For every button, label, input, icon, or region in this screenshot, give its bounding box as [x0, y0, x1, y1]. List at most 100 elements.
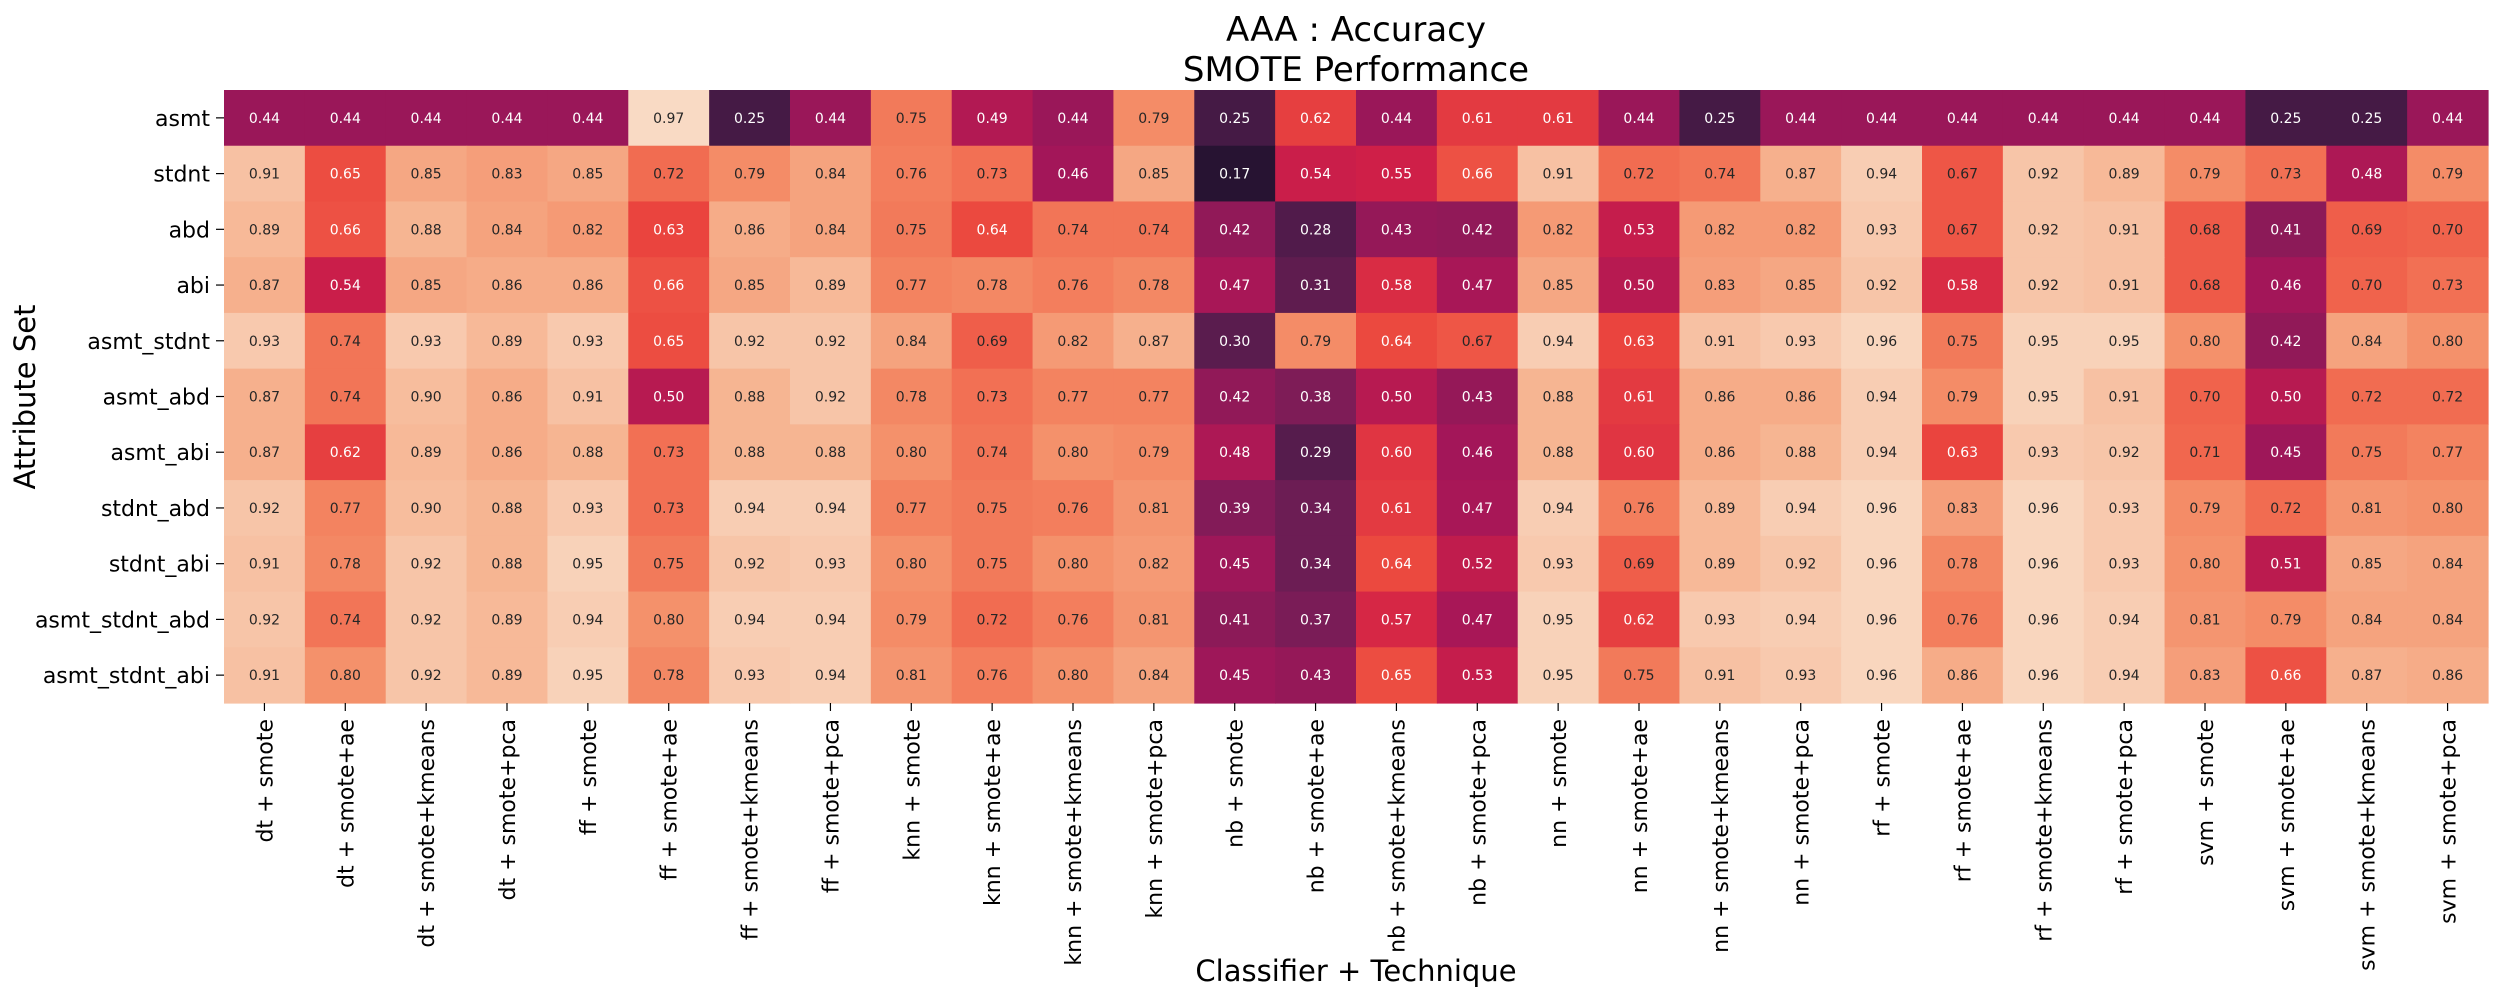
heatmap-cell [1032, 90, 1115, 147]
heatmap-cell [2407, 535, 2489, 593]
heatmap-cell [547, 647, 629, 704]
heatmap-cell [1032, 535, 1115, 593]
cell-value-label: 0.88 [1543, 445, 1574, 461]
cell-value-label: 0.79 [1138, 111, 1169, 127]
cell-value-label: 0.84 [1138, 668, 1169, 684]
heatmap-cell [2083, 312, 2166, 370]
cell-value-label: 0.79 [1138, 445, 1169, 461]
cell-value-label: 0.83 [2189, 668, 2220, 684]
heatmap-cell [2002, 591, 2085, 648]
cell-value-label: 0.75 [977, 557, 1008, 573]
cell-value-label: 0.93 [411, 334, 442, 350]
cell-value-label: 0.76 [1057, 612, 1088, 628]
heatmap-cell [709, 90, 791, 147]
cell-value-label: 0.84 [2351, 334, 2382, 350]
heatmap-cell [2245, 257, 2327, 314]
heatmap-cell [1679, 591, 1761, 648]
cell-value-label: 0.92 [2109, 445, 2140, 461]
heatmap-cell [385, 145, 468, 203]
cell-value-label: 0.93 [1543, 557, 1574, 573]
cell-value-label: 0.78 [896, 390, 927, 406]
heatmap-cell [1841, 647, 1923, 704]
heatmap-cell [1598, 90, 1681, 147]
heatmap-cell [2002, 90, 2085, 147]
heatmap-cell [1517, 480, 1600, 537]
cell-value-label: 0.80 [653, 612, 684, 628]
cell-value-label: 0.66 [330, 222, 361, 238]
cell-value-label: 0.51 [2270, 557, 2301, 573]
cell-value-label: 0.94 [572, 612, 603, 628]
cell-value-label: 0.49 [977, 111, 1008, 127]
x-tick-label: knn + smote+ae [981, 719, 1006, 906]
cell-value-label: 0.74 [977, 445, 1008, 461]
heatmap-cell [1113, 647, 1195, 704]
x-tick-label: knn + smote+pca [1143, 719, 1168, 919]
heatmap-cell [1679, 424, 1761, 481]
cell-value-label: 0.89 [1704, 501, 1735, 517]
heatmap-cell [1275, 257, 1357, 314]
cell-value-label: 0.89 [491, 334, 522, 350]
heatmap-cell [628, 424, 710, 481]
heatmap-cell [1194, 480, 1276, 537]
x-tick-label: nb + smote [1224, 719, 1249, 848]
cell-value-label: 0.44 [491, 111, 522, 127]
heatmap-cell [466, 257, 549, 314]
heatmap-cell [1194, 368, 1276, 425]
heatmap-cell [385, 480, 468, 537]
cell-value-label: 0.77 [1138, 390, 1169, 406]
heatmap-cell [466, 201, 549, 258]
heatmap-cell [304, 368, 387, 425]
cell-value-label: 0.75 [653, 557, 684, 573]
cell-value-label: 0.84 [2432, 557, 2463, 573]
cell-value-label: 0.96 [2028, 668, 2059, 684]
heatmap-cell [1032, 145, 1115, 203]
heatmap-cell [709, 647, 791, 704]
cell-value-label: 0.95 [2028, 334, 2059, 350]
heatmap-cell [1841, 201, 1923, 258]
heatmap-cell [1194, 90, 1276, 147]
cell-value-label: 0.93 [1785, 668, 1816, 684]
cell-value-label: 0.44 [330, 111, 361, 127]
heatmap-cell [224, 480, 306, 537]
cell-value-label: 0.47 [1219, 278, 1250, 294]
heatmap-cell [1032, 480, 1115, 537]
cell-value-label: 0.82 [1057, 334, 1088, 350]
cell-value-label: 0.77 [896, 278, 927, 294]
heatmap-cell [709, 312, 791, 370]
cell-value-label: 0.92 [411, 612, 442, 628]
heatmap-cell [1194, 201, 1276, 258]
cell-value-label: 0.96 [1866, 334, 1897, 350]
cell-value-label: 0.83 [1947, 501, 1978, 517]
heatmap-cell [1760, 257, 1842, 314]
cell-value-label: 0.96 [2028, 612, 2059, 628]
heatmap-cell [709, 424, 791, 481]
heatmap-cell [1922, 201, 2004, 258]
cell-value-label: 0.82 [1785, 222, 1816, 238]
heatmap-cell [1113, 424, 1195, 481]
cell-value-label: 0.95 [2028, 390, 2059, 406]
x-tick-label: rf + smote [1871, 719, 1896, 837]
cell-value-label: 0.74 [1138, 222, 1169, 238]
cell-value-label: 0.95 [572, 557, 603, 573]
cell-value-label: 0.94 [734, 501, 765, 517]
heatmap-cell [224, 145, 306, 203]
cell-value-label: 0.93 [2109, 501, 2140, 517]
x-tick-label: nb + smote+kmeans [1385, 719, 1410, 953]
cell-value-label: 0.80 [2189, 557, 2220, 573]
heatmap-cell [951, 90, 1034, 147]
heatmap-cell [2326, 145, 2408, 203]
cell-value-label: 0.89 [249, 222, 280, 238]
heatmap-cell [1922, 591, 2004, 648]
heatmap-cell [1032, 424, 1115, 481]
cell-value-label: 0.95 [1543, 612, 1574, 628]
cell-value-label: 0.82 [1704, 222, 1735, 238]
cell-value-label: 0.54 [330, 278, 361, 294]
heatmap-cell [1679, 368, 1761, 425]
heatmap-cell [870, 424, 953, 481]
cell-value-label: 0.92 [1866, 278, 1897, 294]
heatmap-cell [304, 90, 387, 147]
heatmap-cell [547, 90, 629, 147]
cell-value-label: 0.76 [896, 167, 927, 183]
heatmap-cell [2245, 424, 2327, 481]
heatmap-cell [385, 201, 468, 258]
